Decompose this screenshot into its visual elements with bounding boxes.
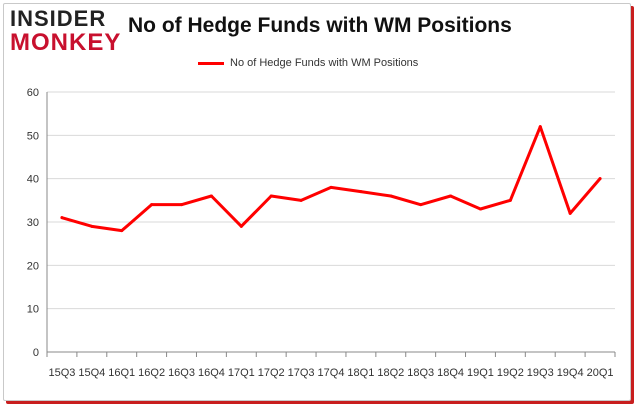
x-tick-label: 20Q1 [587,367,614,379]
chart-frame [3,3,631,401]
data-point [389,194,393,198]
x-tick-label: 18Q3 [407,367,434,379]
data-point [180,203,184,207]
insider-monkey-logo: INSIDER MONKEY [10,8,121,55]
data-point [150,203,154,207]
chart-title: No of Hedge Funds with WM Positions [128,14,512,37]
data-point [269,194,273,198]
x-tick-label: 19Q3 [527,367,554,379]
y-tick-label: 0 [33,347,39,359]
data-point [568,211,572,215]
y-tick-label: 20 [27,260,39,272]
x-tick-label: 17Q1 [228,367,255,379]
y-tick-label: 60 [27,87,39,99]
chart-legend: No of Hedge Funds with WM Positions [198,57,418,69]
x-tick-label: 17Q4 [318,367,345,379]
y-tick-label: 50 [27,130,39,142]
data-point [359,190,363,194]
data-point [120,229,124,233]
data-point [329,185,333,189]
y-tick-label: 40 [27,174,39,186]
x-tick-label: 18Q1 [347,367,374,379]
x-tick-label: 19Q2 [497,367,524,379]
legend-swatch [198,61,224,65]
data-point [299,198,303,202]
data-point [508,198,512,202]
x-tick-label: 16Q3 [168,367,195,379]
data-point [239,224,243,228]
data-point [90,224,94,228]
x-tick-label: 19Q4 [557,367,584,379]
x-tick-label: 18Q4 [437,367,464,379]
y-tick-label: 10 [27,304,39,316]
x-tick-label: 18Q2 [377,367,404,379]
data-point [478,207,482,211]
x-tick-label: 16Q2 [138,367,165,379]
y-tick-label: 30 [27,217,39,229]
data-point [598,177,602,181]
logo-line-2: MONKEY [10,29,122,56]
x-tick-label: 19Q1 [467,367,494,379]
x-tick-label: 17Q3 [288,367,315,379]
data-point [419,203,423,207]
logo-line-1: INSIDER [10,6,107,31]
x-tick-label: 15Q4 [78,367,105,379]
x-tick-label: 15Q3 [48,367,75,379]
data-point [209,194,213,198]
data-point [449,194,453,198]
data-point [60,216,64,220]
legend-label: No of Hedge Funds with WM Positions [230,57,419,69]
x-tick-label: 16Q1 [108,367,135,379]
data-point [538,125,542,129]
x-tick-label: 16Q4 [198,367,225,379]
x-tick-label: 17Q2 [258,367,285,379]
